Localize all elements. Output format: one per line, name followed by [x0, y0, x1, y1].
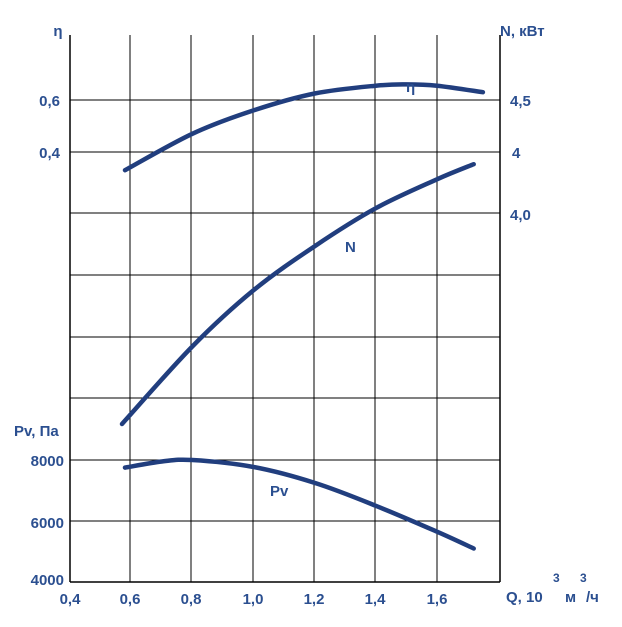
x-tick-label: 0,8	[181, 591, 202, 608]
x-tick-label: 0,6	[120, 591, 141, 608]
x-axis-label-main: Q, 10	[506, 589, 543, 606]
pv-curve	[122, 457, 476, 551]
curves	[119, 82, 486, 551]
n-curve-label: N	[345, 239, 356, 256]
pv-tick-label: 8000	[31, 453, 64, 470]
n-axis-label: N, кВт	[500, 23, 545, 40]
n-tick-label: 4	[512, 145, 521, 162]
x-tick-labels: 0,4 0,6 0,8 1,0 1,2 1,4 1,6	[60, 591, 448, 608]
x-axis-label: Q, 10 3 м 3 /ч	[506, 571, 599, 606]
pv-curve-label: Pv	[270, 483, 289, 500]
x-axis-label-tail: /ч	[586, 589, 599, 606]
x-axis-label-unit: м	[565, 589, 576, 606]
x-tick-label: 1,6	[427, 591, 448, 608]
x-axis-label-exp: 3	[553, 571, 560, 585]
eta-axis-label: η	[53, 23, 62, 40]
x-axis-label-unit-exp: 3	[580, 571, 587, 585]
eta-curve-label: η	[406, 79, 415, 96]
eta-tick-label: 0,4	[39, 145, 61, 162]
grid	[70, 35, 500, 582]
eta-curve	[122, 82, 486, 173]
axes	[69, 35, 501, 583]
eta-tick-label: 0,6	[39, 93, 60, 110]
pv-tick-label: 6000	[31, 515, 64, 532]
pv-axis-label: Pv, Па	[14, 423, 59, 440]
x-tick-label: 1,0	[243, 591, 264, 608]
n-tick-label: 4,0	[510, 207, 531, 224]
pv-tick-label: 4000	[31, 572, 64, 589]
x-tick-label: 0,4	[60, 591, 82, 608]
x-tick-label: 1,4	[365, 591, 387, 608]
n-curve	[119, 161, 476, 427]
x-tick-label: 1,2	[304, 591, 325, 608]
n-tick-label: 4,5	[510, 93, 531, 110]
